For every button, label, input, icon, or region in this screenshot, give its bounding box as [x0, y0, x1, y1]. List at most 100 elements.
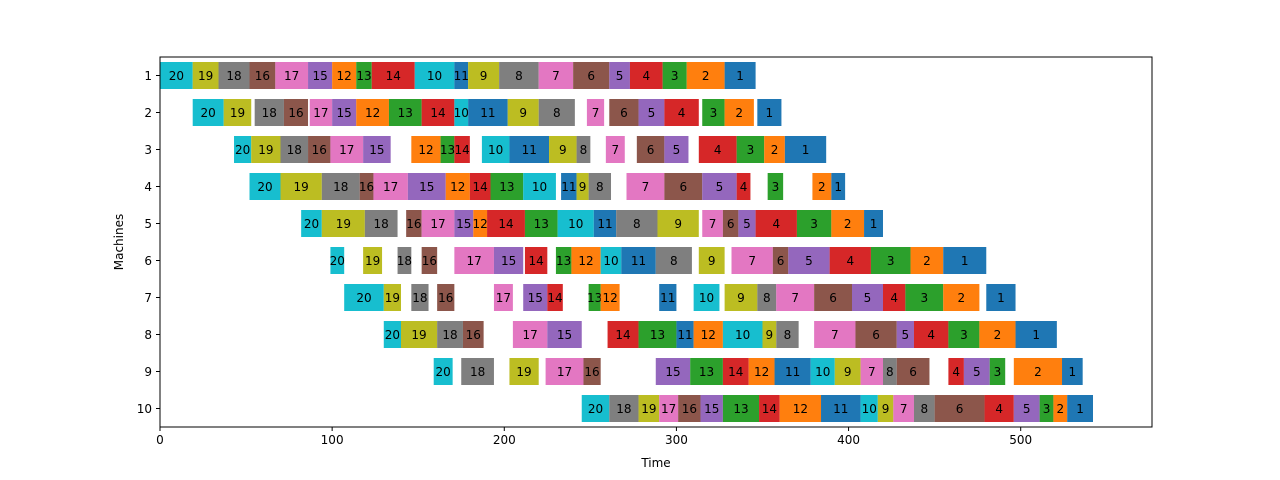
task-bar-rect — [330, 136, 364, 163]
task-bar-label: 5 — [973, 365, 981, 379]
task-bar-m8-j18: 18 — [437, 321, 463, 348]
task-bar-rect — [411, 284, 429, 311]
task-bar-rect — [600, 284, 620, 311]
task-bar-rect — [814, 284, 853, 311]
task-bar-rect — [469, 173, 491, 200]
task-bar-rect — [509, 358, 539, 385]
task-bar-label: 1 — [736, 69, 744, 83]
task-bar-rect — [275, 62, 309, 89]
task-bar-label: 20 — [201, 106, 216, 120]
task-bar-rect — [776, 321, 799, 348]
task-bar-rect — [588, 284, 601, 311]
task-bar-rect — [724, 284, 758, 311]
task-bar-label: 7 — [831, 328, 839, 342]
task-bar-m4-j12: 12 — [445, 173, 470, 200]
task-bar-rect — [576, 173, 589, 200]
task-bar-rect — [1053, 395, 1068, 422]
task-bar-rect — [757, 99, 782, 126]
task-bar-m3-j17: 17 — [330, 136, 364, 163]
task-bar-label: 8 — [633, 217, 641, 231]
task-bar-label: 12 — [603, 291, 618, 305]
task-bar-rect — [659, 395, 679, 422]
task-bar-label: 20 — [257, 180, 272, 194]
task-bar-rect — [736, 136, 765, 163]
task-bar-label: 6 — [829, 291, 837, 305]
task-bar-label: 11 — [785, 365, 800, 379]
task-bar-label: 11 — [833, 402, 848, 416]
task-bar-label: 3 — [772, 180, 780, 194]
task-bar-rect — [308, 136, 331, 163]
task-bar-label: 3 — [1043, 402, 1051, 416]
task-bar-label: 19 — [516, 365, 531, 379]
task-bar-rect — [812, 173, 832, 200]
task-bar-rect — [576, 136, 591, 163]
task-bar-label: 20 — [304, 217, 319, 231]
task-bar-rect — [308, 62, 333, 89]
task-bar-rect — [700, 395, 723, 422]
task-bar-m3-j18: 18 — [280, 136, 309, 163]
task-bar-rect — [626, 173, 665, 200]
task-bar-rect — [251, 136, 281, 163]
task-bar-rect — [561, 173, 577, 200]
task-bar-label: 8 — [784, 328, 792, 342]
task-bar-label: 15 — [557, 328, 572, 342]
task-bar-rect — [1067, 395, 1093, 422]
task-bar-rect — [547, 284, 563, 311]
task-bar-label: 6 — [956, 402, 964, 416]
task-bar-rect — [702, 210, 723, 237]
task-bar-rect — [538, 62, 574, 89]
task-bar-rect — [882, 358, 897, 385]
task-bar-label: 8 — [763, 291, 771, 305]
task-bar-m4-j19: 19 — [280, 173, 322, 200]
task-bar-label: 1 — [1069, 365, 1077, 379]
task-bar-m10-j9: 9 — [877, 395, 894, 422]
task-bar-m8-j5: 5 — [896, 321, 914, 348]
task-bar-label: 9 — [480, 69, 488, 83]
task-bar-m6-j11: 11 — [621, 247, 656, 274]
task-bar-rect — [662, 62, 687, 89]
task-bar-m4-j5: 5 — [702, 173, 737, 200]
task-bar-rect — [421, 99, 455, 126]
task-bar-label: 11 — [677, 328, 692, 342]
task-bar-m8-j1: 1 — [1015, 321, 1057, 348]
task-bar-rect — [411, 136, 441, 163]
task-bar-rect — [593, 210, 617, 237]
task-bar-m7-j17: 17 — [493, 284, 513, 311]
task-bar-label: 10 — [603, 254, 618, 268]
task-bar-rect — [555, 247, 572, 274]
task-bar-rect — [738, 210, 756, 237]
task-bar-label: 5 — [716, 180, 724, 194]
task-bar-m8-j7: 7 — [814, 321, 856, 348]
task-bar-rect — [437, 284, 455, 311]
task-bar-m5-j9: 9 — [657, 210, 699, 237]
task-bar-label: 2 — [1056, 402, 1064, 416]
task-bars: 20 19 18 16 17 15 12 13 14 10 11 9 8 7 6 5 4 3 2 120 19 18 16 1… — [160, 62, 1093, 422]
task-bar-m1-j9: 9 — [468, 62, 500, 89]
task-bar-label: 12 — [418, 143, 433, 157]
task-bar-label: 12 — [473, 217, 488, 231]
task-bar-label: 15 — [312, 69, 327, 83]
task-bar-m6-j10: 10 — [600, 247, 622, 274]
task-bar-m7-j10: 10 — [693, 284, 720, 311]
task-bar-m2-j3: 3 — [702, 99, 725, 126]
task-bar-m5-j5: 5 — [738, 210, 756, 237]
task-bar-label: 17 — [496, 291, 511, 305]
task-bar-m8-j19: 19 — [400, 321, 438, 348]
task-bar-rect — [779, 395, 822, 422]
task-bar-m6-j7: 7 — [731, 247, 773, 274]
task-bar-rect — [664, 99, 699, 126]
task-bar-rect — [557, 210, 594, 237]
task-bar-m1-j15: 15 — [308, 62, 333, 89]
task-bar-rect — [831, 173, 846, 200]
task-bar-label: 13 — [398, 106, 413, 120]
task-bar-rect — [882, 284, 906, 311]
task-bar-m2-j14: 14 — [421, 99, 455, 126]
task-bar-label: 1 — [1032, 328, 1040, 342]
task-bar-label: 15 — [665, 365, 680, 379]
task-bar-rect — [722, 210, 739, 237]
y-tick-label: 10 — [137, 402, 152, 416]
task-bar-rect — [490, 173, 524, 200]
task-bar-rect — [829, 247, 871, 274]
task-bar-rect — [462, 321, 484, 348]
task-bar-m7-j18: 18 — [411, 284, 429, 311]
